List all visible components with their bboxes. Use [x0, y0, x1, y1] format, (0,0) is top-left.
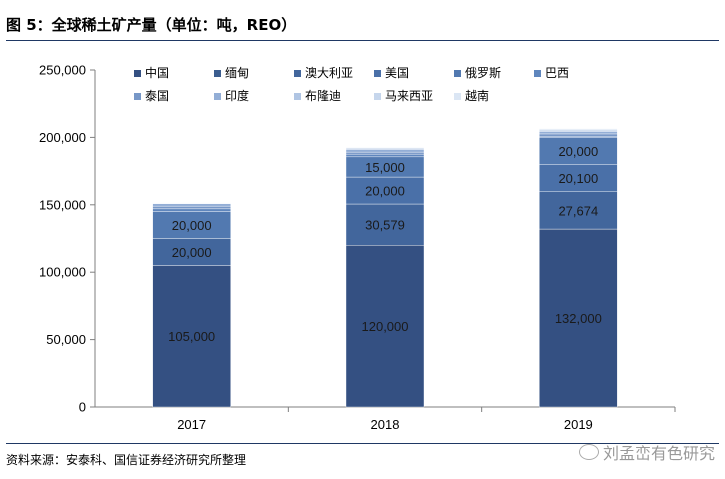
- legend-swatch: [134, 93, 141, 100]
- bar-segment: [539, 136, 618, 138]
- legend-swatch: [454, 70, 461, 77]
- bar-segment: [345, 148, 425, 150]
- legend-label: 巴西: [545, 66, 569, 80]
- y-tick-label: 50,000: [46, 332, 86, 347]
- legend-swatch: [374, 70, 381, 77]
- bar-segment: [152, 265, 231, 408]
- data-label: 20,000: [558, 144, 598, 159]
- bar-segment: [345, 147, 425, 149]
- bar-segment: [152, 208, 231, 212]
- legend-swatch: [534, 70, 541, 77]
- watermark-text: 刘孟峦有色研究: [602, 444, 715, 463]
- y-tick-label: 250,000: [39, 63, 86, 78]
- y-tick-label: 150,000: [39, 197, 86, 212]
- bar-segment: [345, 151, 425, 155]
- data-label: 20,000: [172, 245, 212, 260]
- source-note: 资料来源：安泰科、国信证券经济研究所整理: [6, 453, 247, 467]
- legend-label: 布隆迪: [305, 88, 341, 103]
- bar-segment: [539, 164, 618, 192]
- legend-label: 澳大利亚: [305, 66, 353, 80]
- bar-segment: [539, 131, 618, 135]
- legend-label: 马来西亚: [385, 89, 433, 103]
- bar-segment: [539, 129, 618, 132]
- footer-rule: [6, 443, 719, 444]
- data-label: 20,100: [558, 171, 598, 186]
- legend-swatch: [294, 70, 301, 77]
- legend-swatch: [214, 93, 221, 100]
- bar-segment: [539, 128, 618, 131]
- x-tick-label: 2018: [371, 417, 400, 432]
- x-tick-label: 2019: [564, 417, 593, 432]
- title-rule: [6, 40, 719, 41]
- bar-segment: [539, 137, 618, 165]
- bar-segment: [345, 176, 425, 205]
- bar-segment: [345, 245, 425, 408]
- legend-swatch: [134, 70, 141, 77]
- watermark: 刘孟峦有色研究: [578, 440, 715, 464]
- legend-label: 泰国: [145, 89, 169, 103]
- x-tick-label: 2017: [177, 417, 206, 432]
- data-label: 120,000: [362, 319, 409, 334]
- data-label: 15,000: [365, 160, 405, 175]
- chart-title: 图 5：全球稀土矿产量（单位：吨，REO）: [6, 16, 297, 34]
- legend-label: 美国: [385, 66, 409, 80]
- data-label: 20,000: [365, 184, 405, 199]
- bar-segment: [152, 203, 231, 207]
- bar-segment: [539, 133, 618, 137]
- data-label: 27,674: [558, 203, 598, 218]
- y-tick-label: 200,000: [39, 130, 86, 145]
- legend-label: 越南: [465, 88, 489, 103]
- bar-segment: [152, 202, 231, 204]
- bar-segment: [345, 153, 425, 158]
- legend-swatch: [294, 93, 301, 100]
- bar-segment: [539, 191, 618, 230]
- data-label: 132,000: [555, 311, 602, 326]
- bar-segment: [345, 203, 425, 246]
- legend-label: 印度: [225, 88, 249, 103]
- legend-label: 缅甸: [225, 66, 249, 80]
- y-tick-label: 100,000: [39, 265, 86, 280]
- data-label: 20,000: [172, 218, 212, 233]
- wechat-icon: [578, 444, 599, 460]
- legend-swatch: [374, 93, 381, 100]
- legend-swatch: [214, 70, 221, 77]
- bar-segment: [345, 149, 425, 153]
- bar-segment: [539, 228, 618, 408]
- data-label: 105,000: [168, 329, 215, 344]
- bar-segment: [152, 205, 231, 210]
- legend-label: 中国: [145, 65, 169, 80]
- legend-label: 俄罗斯: [465, 66, 501, 80]
- bar-segment: [152, 238, 231, 266]
- y-tick-label: 0: [79, 400, 86, 415]
- bar-segment: [152, 211, 231, 239]
- legend-swatch: [454, 93, 461, 100]
- data-label: 30,579: [365, 218, 405, 233]
